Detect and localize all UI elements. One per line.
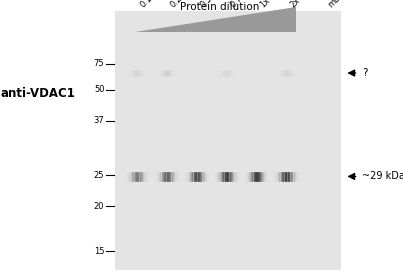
FancyBboxPatch shape	[115, 11, 341, 270]
Text: 0.25x: 0.25x	[169, 0, 192, 10]
Text: 0.5x: 0.5x	[199, 0, 218, 10]
Text: 0.75x: 0.75x	[229, 0, 251, 10]
Text: 15: 15	[94, 247, 104, 256]
Polygon shape	[135, 7, 296, 32]
Text: 20: 20	[94, 202, 104, 211]
Text: 50: 50	[94, 85, 104, 94]
Text: ?: ?	[362, 68, 368, 78]
Text: 0.1x: 0.1x	[139, 0, 158, 10]
Text: Protein dilution: Protein dilution	[180, 2, 259, 12]
Text: 1x: 1x	[258, 0, 272, 10]
Text: 75: 75	[94, 59, 104, 68]
Text: anti-VDAC1: anti-VDAC1	[1, 87, 76, 100]
Text: 25: 25	[94, 171, 104, 180]
Text: ~29 kDa: ~29 kDa	[362, 171, 403, 182]
Text: mock: mock	[326, 0, 349, 10]
Text: 37: 37	[93, 116, 104, 125]
Text: 2x: 2x	[288, 0, 302, 10]
